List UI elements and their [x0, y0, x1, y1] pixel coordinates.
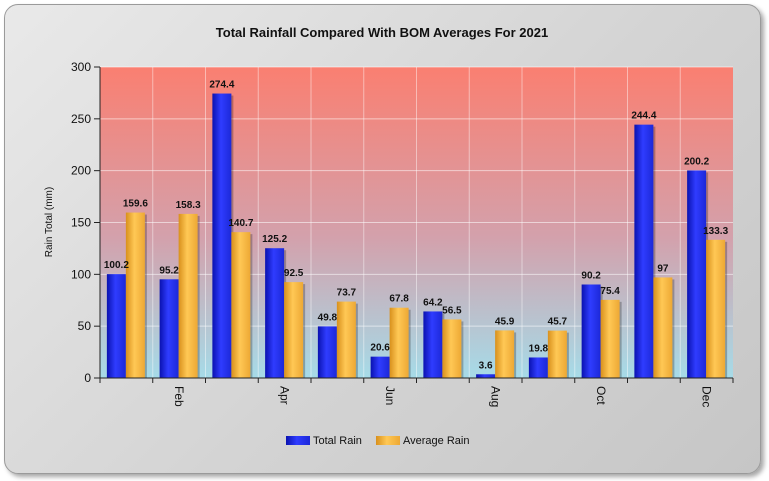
data-label-total-rain: 49.8 — [318, 312, 338, 323]
chart-title: Total Rainfall Compared With BOM Average… — [216, 25, 548, 40]
bar-total-rain — [106, 274, 126, 378]
bar-total-rain — [159, 279, 179, 378]
y-axis-label: Rain Total (mm) — [44, 187, 55, 257]
bar-average-rain — [284, 282, 304, 378]
y-tick-label: 200 — [71, 164, 91, 178]
x-tick-label: Aug — [489, 386, 503, 407]
data-label-average-rain: 140.7 — [228, 218, 253, 229]
grid-lines — [100, 66, 733, 379]
data-label-total-rain: 95.2 — [159, 265, 179, 276]
x-axis-ticks: Feb Apr Jun Aug Oct Dec — [152, 378, 734, 407]
data-label-total-rain: 3.6 — [479, 360, 493, 371]
data-label-average-rain: 97 — [657, 263, 669, 274]
bar-average-rain — [653, 277, 673, 378]
x-tick-label: Jun — [383, 386, 397, 405]
data-label-total-rain: 100.2 — [104, 260, 129, 271]
bar-total-rain — [423, 311, 443, 378]
bar-average-rain — [231, 232, 251, 378]
data-label-average-rain: 75.4 — [600, 286, 620, 297]
data-label-average-rain: 92.5 — [284, 268, 304, 279]
data-label-total-rain: 20.6 — [370, 343, 390, 354]
x-tick-label: Oct — [594, 386, 608, 405]
legend-item-total-rain: Total Rain — [286, 435, 362, 447]
legend-swatch-total-rain — [286, 436, 310, 445]
legend-item-average-rain: Average Rain — [376, 435, 469, 447]
y-tick-label: 150 — [71, 216, 91, 230]
bar-total-rain — [370, 356, 390, 378]
bar-total-rain — [581, 284, 601, 378]
y-tick-label: 300 — [71, 60, 91, 74]
bar-average-rain — [125, 212, 145, 378]
data-label-total-rain: 274.4 — [209, 80, 234, 91]
bar-average-rain — [178, 213, 198, 378]
bars — [106, 93, 728, 378]
bar-average-rain — [547, 330, 567, 378]
bar-total-rain — [212, 93, 232, 378]
legend-label-total-rain: Total Rain — [313, 435, 362, 447]
bar-average-rain — [495, 330, 515, 378]
bar-total-rain — [265, 248, 285, 378]
legend-swatch-average-rain — [376, 436, 400, 445]
legend: Total Rain Average Rain — [286, 435, 469, 447]
bar-average-rain — [442, 319, 462, 378]
bar-average-rain — [389, 307, 409, 378]
x-tick-label: Feb — [172, 386, 186, 407]
data-label-average-rain: 56.5 — [442, 305, 462, 316]
data-label-average-rain: 73.7 — [337, 288, 357, 299]
x-tick-label: Dec — [700, 386, 714, 407]
y-tick-label: 50 — [78, 319, 92, 333]
data-labels: 100.2 95.2 274.4 125.2 49.8 20.6 64.2 3.6 19.8 90… — [104, 80, 729, 372]
data-label-total-rain: 125.2 — [262, 234, 287, 245]
data-label-total-rain: 200.2 — [684, 156, 709, 167]
data-label-average-rain: 159.6 — [123, 199, 148, 210]
x-tick-label: Apr — [278, 386, 292, 405]
data-label-average-rain: 158.3 — [176, 200, 201, 211]
bar-total-rain — [476, 374, 496, 378]
data-label-total-rain: 19.8 — [529, 343, 549, 354]
y-axis-ticks: 0 50 100 150 200 250 300 — [71, 60, 100, 385]
y-tick-label: 250 — [71, 112, 91, 126]
data-label-average-rain: 45.9 — [495, 316, 515, 327]
y-tick-label: 100 — [71, 267, 91, 281]
bar-average-rain — [336, 301, 356, 378]
bar-total-rain — [634, 124, 654, 378]
data-label-average-rain: 45.7 — [548, 317, 568, 328]
data-label-average-rain: 67.8 — [389, 294, 409, 305]
bar-average-rain — [706, 239, 726, 378]
bar-total-rain — [317, 326, 337, 378]
bar-average-rain — [600, 299, 620, 378]
data-label-total-rain: 64.2 — [423, 297, 443, 308]
data-label-total-rain: 244.4 — [631, 111, 656, 122]
bar-total-rain — [528, 357, 548, 378]
bar-total-rain — [687, 170, 707, 378]
y-tick-label: 0 — [84, 371, 91, 385]
legend-label-average-rain: Average Rain — [403, 435, 469, 447]
data-label-average-rain: 133.3 — [703, 226, 728, 237]
data-label-total-rain: 90.2 — [581, 270, 601, 281]
